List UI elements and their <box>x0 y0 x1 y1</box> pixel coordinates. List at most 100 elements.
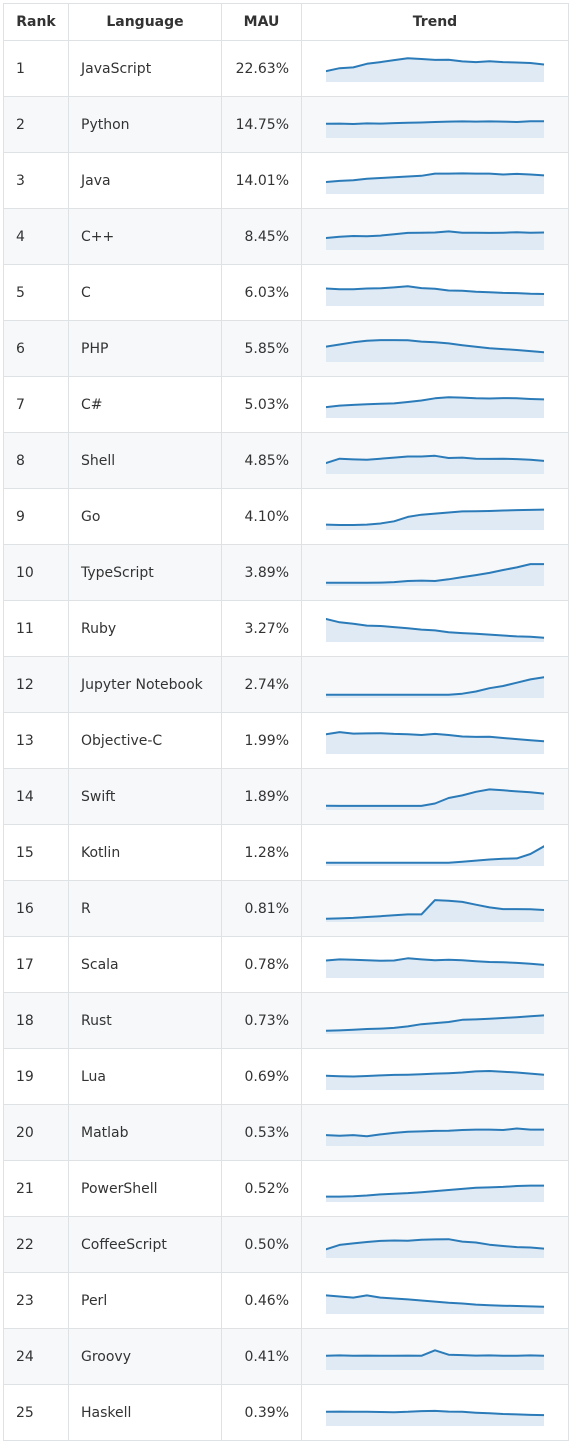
trend-line <box>326 618 544 639</box>
table-row: 5 C 6.03% <box>3 264 569 321</box>
trend-sparkline <box>326 285 544 306</box>
trend-line <box>326 788 544 807</box>
trend-sparkline <box>326 618 544 642</box>
trend-line <box>326 845 544 864</box>
trend-sparkline <box>326 57 544 82</box>
language-cell: CoffeeScript <box>68 1216 222 1273</box>
table-row: 22 CoffeeScript 0.50% <box>3 1216 569 1273</box>
mau-cell: 1.28% <box>221 824 302 881</box>
mau-cell: 2.74% <box>221 656 302 713</box>
rank-cell: 23 <box>3 1272 69 1329</box>
mau-cell: 5.03% <box>221 376 302 433</box>
trend-sparkline <box>326 230 544 250</box>
trend-line <box>326 899 544 920</box>
trend-area <box>326 397 544 418</box>
trend-area <box>326 1239 544 1258</box>
trend-cell <box>301 1272 569 1329</box>
trend-area <box>326 286 544 306</box>
trend-line <box>326 339 544 354</box>
rank-cell: 10 <box>3 544 69 601</box>
trend-line <box>326 1184 544 1198</box>
rank-cell: 14 <box>3 768 69 825</box>
rank-cell: 9 <box>3 488 69 545</box>
mau-cell: 1.89% <box>221 768 302 825</box>
language-cell: Kotlin <box>68 824 222 881</box>
trend-sparkline <box>326 788 544 810</box>
language-cell: TypeScript <box>68 544 222 601</box>
trend-cell <box>301 1048 569 1105</box>
language-cell: PHP <box>68 320 222 377</box>
mau-cell: 3.27% <box>221 600 302 657</box>
language-cell: Haskell <box>68 1384 222 1441</box>
rank-cell: 3 <box>3 152 69 209</box>
trend-line <box>326 396 544 409</box>
trend-line <box>326 563 544 584</box>
trend-area <box>326 173 544 194</box>
rank-cell: 20 <box>3 1104 69 1161</box>
language-cell: PowerShell <box>68 1160 222 1217</box>
table-row: 20 Matlab 0.53% <box>3 1104 569 1161</box>
mau-cell: 14.01% <box>221 152 302 209</box>
trend-area <box>326 564 544 586</box>
rank-cell: 2 <box>3 96 69 153</box>
trend-line <box>326 731 544 743</box>
trend-line <box>326 1238 544 1251</box>
trend-cell <box>301 1104 569 1161</box>
language-cell: Lua <box>68 1048 222 1105</box>
table-row: 11 Ruby 3.27% <box>3 600 569 657</box>
mau-cell: 14.75% <box>221 96 302 153</box>
trend-line <box>326 957 544 966</box>
mau-cell: 0.46% <box>221 1272 302 1329</box>
trend-cell <box>301 936 569 993</box>
table-row: 7 C# 5.03% <box>3 376 569 433</box>
table-row: 10 TypeScript 3.89% <box>3 544 569 601</box>
mau-cell: 3.89% <box>221 544 302 601</box>
table-body: 1 JavaScript 22.63% 2 Python 14.75% 3 Java 14.01… <box>3 40 569 1441</box>
language-cell: Swift <box>68 768 222 825</box>
mau-cell: 0.50% <box>221 1216 302 1273</box>
language-cell: Go <box>68 488 222 545</box>
table-row: 18 Rust 0.73% <box>3 992 569 1049</box>
trend-sparkline <box>326 1127 544 1146</box>
mau-cell: 0.53% <box>221 1104 302 1161</box>
trend-line <box>326 230 544 239</box>
trend-sparkline <box>326 1349 544 1370</box>
trend-area <box>326 1185 544 1202</box>
rank-cell: 7 <box>3 376 69 433</box>
trend-line <box>326 676 544 696</box>
trend-line <box>326 57 544 73</box>
mau-cell: 1.99% <box>221 712 302 769</box>
trend-area <box>326 231 544 250</box>
trend-cell <box>301 544 569 601</box>
header-language[interactable]: Language <box>68 3 222 41</box>
table-row: 6 PHP 5.85% <box>3 320 569 377</box>
rank-cell: 11 <box>3 600 69 657</box>
mau-cell: 0.39% <box>221 1384 302 1441</box>
mau-cell: 4.10% <box>221 488 302 545</box>
trend-line <box>326 120 544 125</box>
trend-line <box>326 1294 544 1308</box>
rank-cell: 22 <box>3 1216 69 1273</box>
rank-cell: 18 <box>3 992 69 1049</box>
trend-sparkline <box>326 454 544 474</box>
table-row: 3 Java 14.01% <box>3 152 569 209</box>
rank-cell: 5 <box>3 264 69 321</box>
language-cell: C# <box>68 376 222 433</box>
header-mau[interactable]: MAU <box>221 3 302 41</box>
trend-cell <box>301 824 569 881</box>
mau-cell: 5.85% <box>221 320 302 377</box>
rank-cell: 1 <box>3 40 69 97</box>
language-cell: Ruby <box>68 600 222 657</box>
trend-area <box>326 455 544 474</box>
table-row: 25 Haskell 0.39% <box>3 1384 569 1441</box>
table-row: 9 Go 4.10% <box>3 488 569 545</box>
table-row: 12 Jupyter Notebook 2.74% <box>3 656 569 713</box>
rank-cell: 12 <box>3 656 69 713</box>
mau-cell: 0.41% <box>221 1328 302 1385</box>
header-rank[interactable]: Rank <box>3 3 69 41</box>
trend-line <box>326 1349 544 1357</box>
trend-cell <box>301 992 569 1049</box>
trend-area <box>326 509 544 530</box>
trend-line <box>326 454 544 465</box>
trend-area <box>326 1350 544 1370</box>
